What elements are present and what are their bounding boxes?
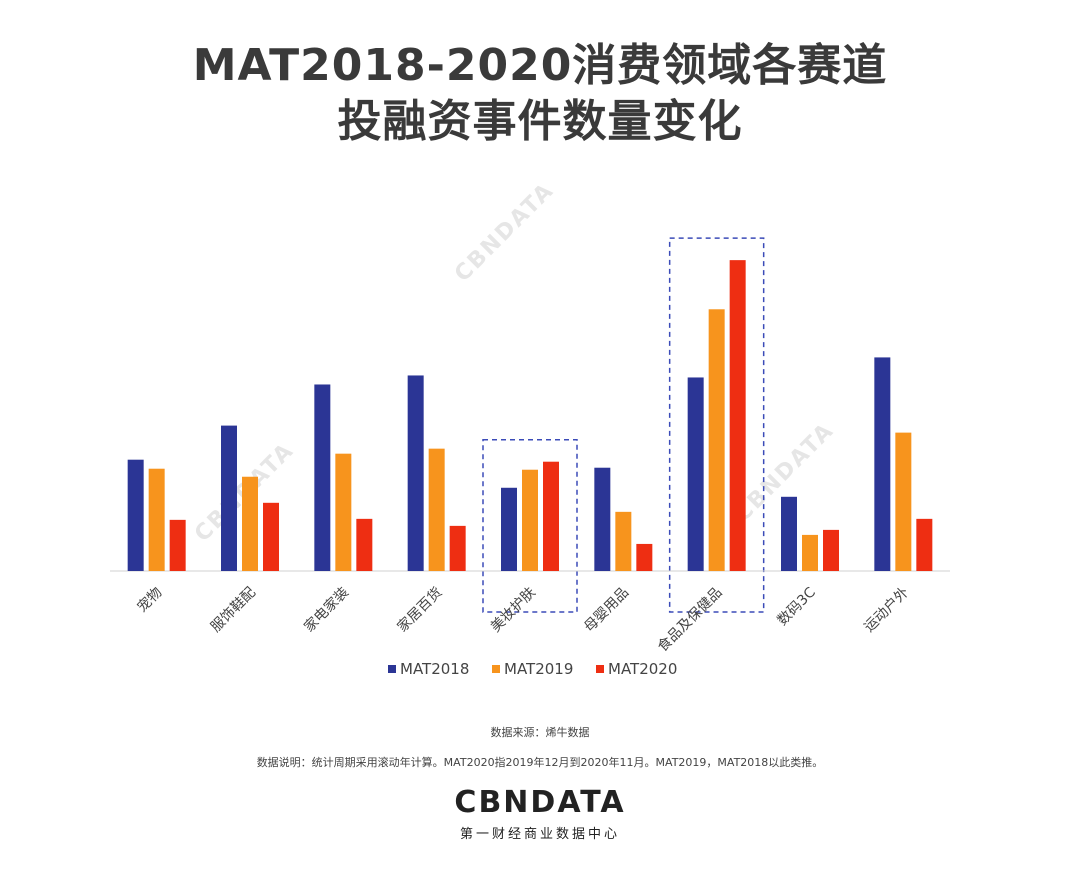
bar-mat2020 — [543, 461, 559, 571]
x-tick-label: 母婴用品 — [581, 585, 632, 636]
x-tick-label: 服饰鞋配 — [208, 585, 259, 636]
bar-mat2018 — [221, 425, 237, 571]
cbndata-logo: CBNDATA 第一财经商业数据中心 — [0, 785, 1080, 842]
x-tick-label: 家居百货 — [394, 584, 446, 636]
data-note: 数据说明：统计周期采用滚动年计算。MAT2020指2019年12月到2020年1… — [256, 756, 824, 769]
logo-subtitle: 第一财经商业数据中心 — [459, 827, 620, 842]
highlight-box — [668, 237, 765, 613]
bar-chart: 宠物 服饰鞋配 家电家装 家居百货 美妆护肤 母婴用品 食品及保健品 数码3C 运动户外 MAT2… — [110, 237, 950, 678]
logo-wordmark: CBNDATA — [454, 785, 626, 820]
bar-mat2020 — [449, 525, 466, 571]
bar-mat2020 — [729, 260, 746, 571]
x-tick-label: 家电家装 — [301, 584, 353, 636]
bar-mat2018 — [687, 377, 704, 571]
bar-mat2018 — [314, 384, 331, 571]
bar-mat2020 — [356, 518, 373, 571]
legend-label: MAT2019 — [504, 660, 573, 678]
chart-title-line2: 投融资事件数量变化 — [337, 96, 743, 147]
bar-mat2019 — [895, 432, 912, 571]
bar-mat2019 — [615, 511, 632, 571]
legend-swatch — [492, 665, 500, 673]
legend-label: MAT2020 — [608, 660, 677, 678]
bar-mat2019 — [522, 469, 538, 571]
bar-mat2018 — [501, 487, 517, 571]
data-source: 数据来源：烯牛数据 — [490, 726, 590, 739]
bar-mat2019 — [148, 468, 165, 571]
bar-mat2019 — [242, 476, 258, 571]
bar-mat2018 — [874, 357, 891, 571]
bar-mat2020 — [916, 518, 933, 571]
legend-swatch — [596, 665, 604, 673]
bar-mat2019 — [802, 534, 818, 571]
bar-mat2020 — [169, 519, 186, 571]
highlight-box — [482, 438, 578, 613]
bar-mat2018 — [407, 375, 424, 571]
bar-mat2018 — [781, 496, 797, 571]
x-tick-label: 食品及保健品 — [654, 584, 725, 655]
x-tick-label: 美妆护肤 — [488, 585, 539, 636]
x-tick-label: 数码3C — [775, 584, 819, 628]
bar-mat2019 — [335, 453, 352, 571]
chart-title-line1: MAT2018-2020消费领域各赛道 — [192, 40, 888, 91]
bar-mat2019 — [708, 309, 725, 571]
chart-title: MAT2018-2020消费领域各赛道 投融资事件数量变化 — [0, 38, 1080, 150]
bar-mat2020 — [823, 529, 839, 571]
bar-mat2020 — [263, 502, 279, 571]
legend-label: MAT2018 — [400, 660, 469, 678]
bar-mat2018 — [127, 459, 144, 571]
bar-mat2020 — [636, 543, 653, 571]
x-tick-label: 运动户外 — [861, 584, 913, 636]
legend-swatch — [388, 665, 396, 673]
bar-mat2018 — [594, 467, 611, 571]
bar-mat2019 — [428, 448, 445, 571]
x-tick-label: 宠物 — [134, 585, 165, 616]
